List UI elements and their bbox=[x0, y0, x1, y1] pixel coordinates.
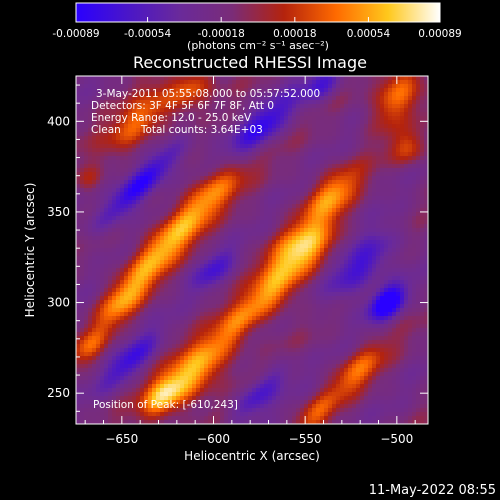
colorbar-gradient bbox=[75, 2, 441, 23]
y-axis-tick-label: 350 bbox=[47, 205, 70, 219]
colorbar-tick-label: 0.00054 bbox=[347, 28, 391, 40]
x-axis-tick-label: −500 bbox=[380, 432, 413, 446]
colorbar-ticks: -0.00089 -0.00054 -0.00018 0.00018 0.00054 0.… bbox=[52, 17, 462, 40]
annotation-clean-counts: Clean Total counts: 3.64E+03 bbox=[91, 124, 263, 136]
footer-date: 11-May-2022 08:55 bbox=[369, 483, 496, 498]
y-axis-tick-label: 400 bbox=[47, 114, 70, 128]
heatmap-area bbox=[75, 75, 429, 425]
x-axis-label: Heliocentric X (arcsec) bbox=[184, 449, 320, 463]
colorbar-tick-label: -0.00018 bbox=[198, 28, 245, 40]
plot-title: Reconstructed RHESSI Image bbox=[133, 53, 367, 72]
y-axis-label: Heliocentric Y (arcsec) bbox=[23, 183, 37, 318]
annotation-detectors: Detectors: 3F 4F 5F 6F 7F 8F, Att 0 bbox=[91, 100, 274, 112]
peak-position-label: Position of Peak: [-610,243] bbox=[93, 399, 238, 411]
colorbar-tick-label: -0.00089 bbox=[52, 28, 99, 40]
x-axis-tick-label: −550 bbox=[289, 432, 322, 446]
colorbar-units-label: (photons cm⁻² s⁻¹ asec⁻²) bbox=[187, 39, 329, 52]
colorbar-tick-label: -0.00054 bbox=[124, 28, 172, 40]
plot-frame bbox=[75, 75, 429, 425]
annotation-time-range: 3-May-2011 05:55:08.000 to 05:57:52.000 bbox=[96, 88, 320, 100]
colorbar-tick-label: 0.00089 bbox=[418, 28, 461, 40]
annotation-energy-range: Energy Range: 12.0 - 25.0 keV bbox=[91, 112, 252, 124]
colorbar: -0.00089 -0.00054 -0.00018 0.00018 0.00054 0.… bbox=[52, 2, 462, 52]
annotation-block: 3-May-2011 05:55:08.000 to 05:57:52.000 … bbox=[91, 88, 320, 136]
y-axis-tick-label: 300 bbox=[47, 296, 70, 310]
y-axis-tick-label: 250 bbox=[47, 386, 70, 400]
y-axis: 250 300 350 400 bbox=[47, 84, 428, 412]
x-axis-tick-label: −650 bbox=[105, 432, 138, 446]
x-axis-tick-label: −600 bbox=[197, 432, 230, 446]
colorbar-tick-label: 0.00018 bbox=[273, 28, 316, 40]
heatmap-image bbox=[76, 76, 428, 424]
x-axis: −650 −600 −550 −500 bbox=[84, 76, 416, 446]
